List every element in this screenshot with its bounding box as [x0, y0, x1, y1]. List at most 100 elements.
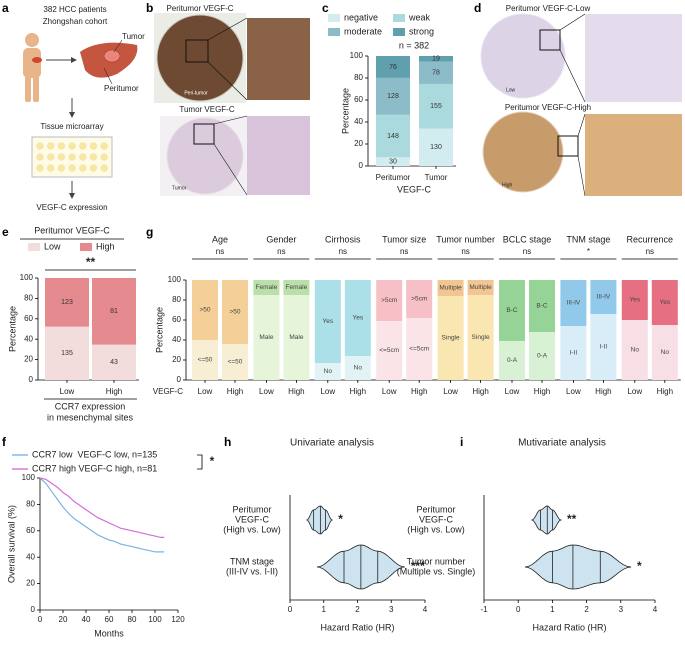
chart-title: Cirrhosis — [325, 234, 361, 244]
legend-label: negative — [344, 12, 378, 22]
core — [100, 142, 108, 150]
y-tick-label: 0 — [31, 605, 36, 614]
segment-label: Yes — [659, 299, 670, 306]
x-tick-label: 40 — [82, 615, 91, 624]
pointer — [113, 39, 123, 53]
x-tick-label: 4 — [653, 605, 658, 614]
zoom-box — [557, 135, 579, 157]
core — [57, 164, 66, 172]
category-label: VEGF-C — [419, 514, 454, 524]
x-axis-label: VEGF-C — [397, 184, 432, 194]
y-tick-label: 0 — [359, 161, 364, 170]
zoom-box — [539, 29, 561, 51]
segment-label: No — [324, 368, 333, 375]
x-tick-label: Peritumor — [376, 173, 411, 182]
segment-label: III-IV — [597, 294, 611, 301]
y-axis-label: Percentage — [154, 307, 164, 353]
x-tick-label: 100 — [148, 615, 162, 624]
x-tick-label: High — [657, 387, 673, 396]
tma-core — [156, 14, 244, 102]
bar-segment — [419, 83, 453, 129]
zoom-line — [207, 61, 248, 101]
legend-swatch — [80, 243, 92, 251]
x-axis-label: Months — [94, 628, 124, 638]
panel-label: d — [474, 1, 481, 15]
segment-label: <=50 — [228, 359, 243, 366]
y-axis-label: Overall survival (%) — [6, 505, 16, 583]
x-tick-label: Low — [60, 387, 75, 396]
significance: *** — [411, 559, 425, 573]
core — [68, 142, 76, 150]
segment-label: Yes — [629, 297, 640, 304]
x-tick-label: Low — [320, 387, 335, 396]
x-axis-label: VEGF-C — [153, 387, 183, 396]
segment-label: Male — [289, 334, 303, 341]
y-tick-label: 80 — [24, 294, 33, 303]
chart-title: BCLC stage — [503, 234, 552, 244]
bar-segment — [376, 157, 410, 166]
x-tick-label: Low — [443, 387, 458, 396]
bar-segment — [92, 344, 136, 380]
chart-title: Mutivariate analysis — [518, 438, 606, 449]
x-tick-label: 60 — [105, 615, 114, 624]
segment-label: No — [631, 347, 640, 354]
liver-spot — [32, 57, 42, 63]
expression-label: VEGF-C expression — [36, 203, 107, 212]
chart-title: Tumor size — [382, 234, 426, 244]
zoom-line — [577, 113, 586, 137]
person-leg — [33, 76, 39, 102]
bar-segment — [621, 320, 648, 380]
bar-segment — [621, 280, 648, 320]
segment-label: Yes — [322, 318, 333, 325]
violin — [530, 505, 563, 535]
y-tick-label: 40 — [26, 552, 35, 561]
significance: * — [587, 247, 590, 256]
panel-label: g — [146, 225, 153, 239]
bar-segment — [376, 77, 410, 115]
significance: ns — [339, 247, 347, 256]
core — [57, 142, 66, 150]
survival-line — [39, 477, 165, 553]
x-tick-label: High — [534, 387, 550, 396]
y-axis-label: Percentage — [340, 88, 350, 134]
x-tick-label: High — [472, 387, 488, 396]
panel-label: b — [146, 1, 153, 15]
y-tick-label: 60 — [172, 315, 181, 324]
core — [36, 153, 44, 161]
segment-label: Male — [259, 334, 273, 341]
core — [46, 153, 55, 161]
x-tick-label: Low — [505, 387, 520, 396]
legend-label: Low — [44, 241, 61, 251]
segment-label: >5cm — [411, 296, 427, 303]
segment-count: 30 — [389, 158, 397, 165]
bar-segment — [376, 321, 403, 380]
significance: * — [637, 559, 642, 573]
bar-segment — [283, 280, 310, 295]
core — [89, 164, 98, 172]
segment-count: 128 — [387, 93, 399, 100]
segment-label: Single — [472, 334, 490, 341]
zoom-line — [213, 143, 248, 196]
panel-label: h — [224, 435, 231, 449]
y-tick-label: 80 — [354, 73, 363, 82]
core — [68, 153, 76, 161]
category-label: (III-IV vs. I-II) — [226, 566, 278, 576]
x-axis-label: Hazard Ratio (HR) — [320, 622, 394, 632]
bar-segment — [529, 332, 555, 380]
zoom-line — [559, 49, 586, 103]
y-tick-label: 20 — [24, 355, 33, 364]
significance: ns — [216, 247, 224, 256]
image-tag: Tumor — [172, 185, 187, 191]
category-label: TNM stage — [230, 556, 274, 566]
significance: ** — [567, 512, 577, 526]
bar-segment — [437, 296, 464, 380]
bar-segment — [344, 356, 371, 380]
image-title: Peritumor VEGF-C — [166, 4, 233, 13]
bar-segment — [92, 278, 136, 345]
image-title: Tumor VEGF-C — [179, 105, 234, 114]
zoom-box — [193, 123, 215, 145]
zoom-image — [585, 14, 682, 102]
annotation: n = 382 — [399, 40, 429, 50]
segment-label: >5cm — [381, 297, 397, 304]
